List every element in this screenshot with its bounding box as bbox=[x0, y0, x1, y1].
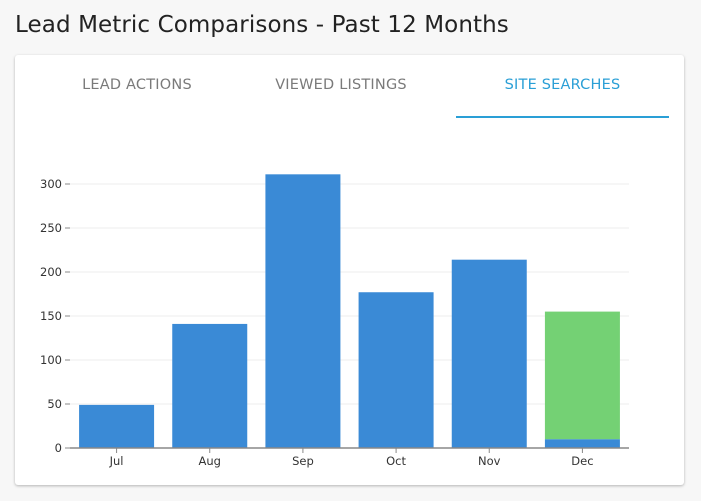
y-tick-label-300: 300 bbox=[40, 177, 62, 191]
gridlines bbox=[70, 183, 629, 405]
x-tick-label-sep: Sep bbox=[292, 454, 314, 468]
y-tick-label-250: 250 bbox=[40, 221, 62, 235]
active-tab-indicator bbox=[456, 116, 669, 118]
tick-labels: 0 50 100 150 200 250 300 Jul Aug Sep Oct Nov Dec bbox=[40, 177, 594, 468]
x-tick-label-nov: Nov bbox=[478, 454, 501, 468]
bar-nov-series-0 bbox=[451, 259, 527, 448]
bar-sep-series-0 bbox=[265, 174, 341, 448]
chart-card: LEAD ACTIONS VIEWED LISTINGS SITE SEARCH… bbox=[15, 55, 684, 485]
x-tick-label-jul: Jul bbox=[109, 454, 124, 468]
bar-oct-series-0 bbox=[358, 292, 434, 448]
page-title: Lead Metric Comparisons - Past 12 Months bbox=[15, 12, 509, 38]
y-tick-label-100: 100 bbox=[40, 353, 62, 367]
bar-chart: 0 50 100 150 200 250 300 Jul Aug Sep Oct Nov Dec bbox=[40, 174, 629, 468]
bar-aug-series-0 bbox=[172, 323, 248, 448]
y-tick-label-200: 200 bbox=[40, 265, 62, 279]
bar-dec-series-0 bbox=[544, 439, 620, 448]
x-tick-label-dec: Dec bbox=[571, 454, 593, 468]
x-tick-label-oct: Oct bbox=[386, 454, 406, 468]
tab-site-searches[interactable]: SITE SEARCHES bbox=[504, 77, 621, 93]
tab-viewed-listings[interactable]: VIEWED LISTINGS bbox=[275, 77, 407, 93]
bar-dec-series-1 bbox=[544, 311, 620, 440]
bars bbox=[79, 174, 620, 448]
y-tick-label-150: 150 bbox=[40, 309, 62, 323]
bar-jul-series-0 bbox=[79, 404, 155, 448]
y-tick-label-0: 0 bbox=[55, 441, 62, 455]
tab-bar: LEAD ACTIONS VIEWED LISTINGS SITE SEARCH… bbox=[15, 55, 684, 121]
x-tick-label-aug: Aug bbox=[199, 454, 221, 468]
y-tick-label-50: 50 bbox=[47, 397, 62, 411]
tab-lead-actions[interactable]: LEAD ACTIONS bbox=[82, 77, 192, 93]
